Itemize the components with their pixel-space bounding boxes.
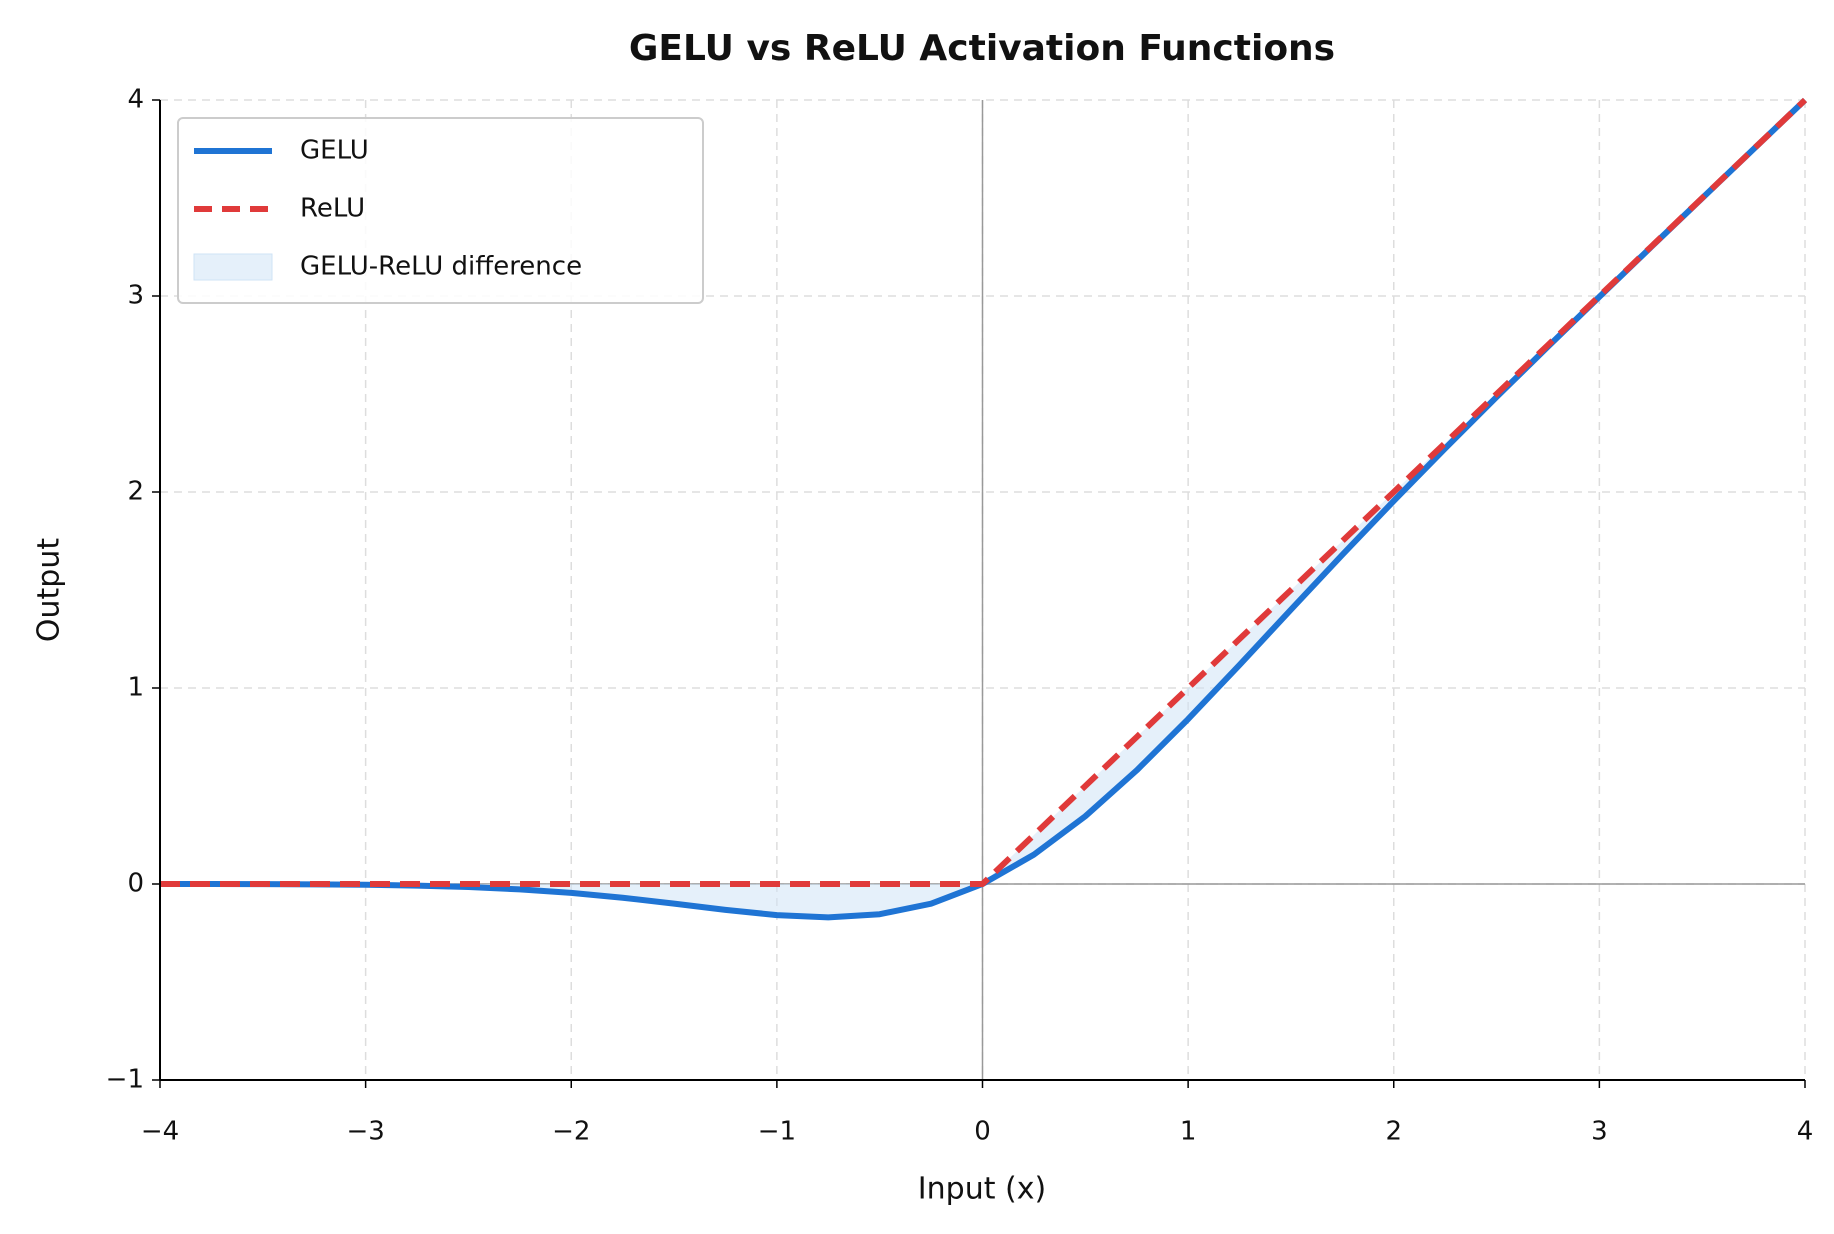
y-tick-label: 4 (127, 85, 144, 115)
x-tick-label: 2 (1385, 1117, 1402, 1147)
x-tick-label: 0 (974, 1117, 991, 1147)
line-1 (160, 97, 1808, 887)
legend-label: GELU-ReLU difference (300, 252, 582, 282)
x-axis-label: Input (x) (918, 1172, 1046, 1207)
chart-title: GELU vs ReLU Activation Functions (629, 28, 1335, 69)
legend-label: GELU (300, 136, 369, 166)
y-tick-label: −1 (106, 1065, 144, 1095)
y-tick-label: 0 (127, 869, 144, 899)
legend-label: ReLU (300, 194, 365, 224)
x-tick-label: −1 (758, 1117, 796, 1147)
y-tick-label: 1 (127, 673, 144, 703)
legend-box (177, 117, 704, 304)
legend-handle (193, 253, 273, 281)
x-tick-label: 4 (1797, 1117, 1814, 1147)
y-axis-label: Output (32, 538, 67, 642)
x-tick-label: −4 (141, 1117, 179, 1147)
x-tick-label: −2 (552, 1117, 590, 1147)
x-tick-label: 3 (1591, 1117, 1608, 1147)
y-tick-label: 2 (127, 477, 144, 507)
x-tick-label: −3 (346, 1117, 384, 1147)
y-tick-label: 3 (127, 281, 144, 311)
x-tick-label: 1 (1180, 1117, 1197, 1147)
